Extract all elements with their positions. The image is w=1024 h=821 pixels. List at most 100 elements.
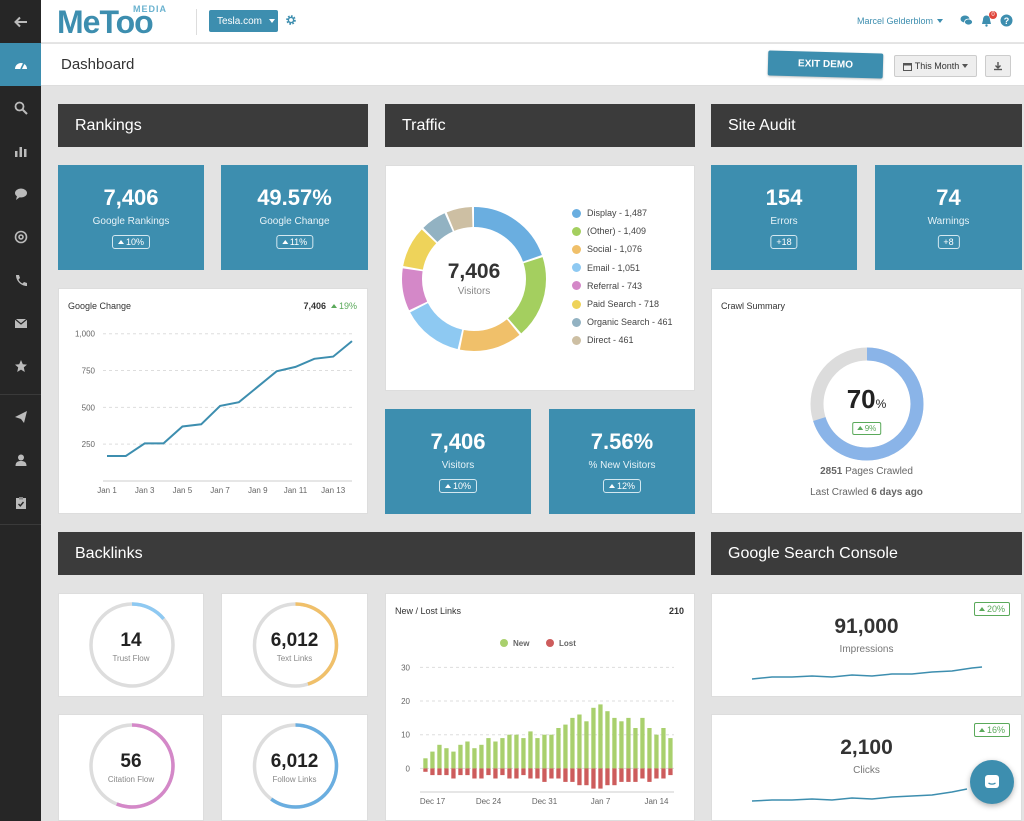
bar-lost[interactable] (640, 768, 645, 779)
bar-new[interactable] (437, 744, 442, 769)
bar-lost[interactable] (626, 768, 631, 782)
phone-icon[interactable] (0, 258, 41, 301)
bar-new[interactable] (647, 728, 652, 769)
bar-lost[interactable] (591, 768, 596, 789)
bar-lost[interactable] (465, 768, 470, 776)
legend-item[interactable]: Email - 1,051 (572, 263, 640, 273)
bar-lost[interactable] (423, 768, 428, 772)
bar-new[interactable] (444, 748, 449, 769)
bar-lost[interactable] (633, 768, 638, 782)
bar-new[interactable] (668, 738, 673, 769)
bar-new[interactable] (528, 731, 533, 769)
bar-lost[interactable] (647, 768, 652, 782)
clipboard-check-icon[interactable] (0, 481, 41, 524)
bar-lost[interactable] (542, 768, 547, 782)
donut-slice[interactable] (402, 207, 546, 351)
bar-new[interactable] (570, 717, 575, 769)
bar-lost[interactable] (598, 768, 603, 789)
star-icon[interactable] (0, 344, 41, 387)
legend-item[interactable]: Display - 1,487 (572, 208, 647, 218)
legend-item[interactable]: Referral - 743 (572, 281, 642, 291)
bar-new[interactable] (423, 758, 428, 769)
bar-new[interactable] (640, 717, 645, 769)
clicks-card[interactable]: 16% 2,100 Clicks (711, 714, 1022, 821)
bar-lost[interactable] (430, 768, 435, 776)
bar-new[interactable] (430, 751, 435, 769)
donut-slice[interactable] (402, 207, 546, 351)
bar-lost[interactable] (661, 768, 666, 779)
bell-icon[interactable] (980, 14, 993, 27)
tile-visitors[interactable]: 7,406 Visitors 10% (385, 409, 531, 514)
bar-new[interactable] (626, 717, 631, 769)
bar-new[interactable] (633, 728, 638, 769)
chat-bubbles-icon[interactable] (960, 14, 973, 27)
bar-lost[interactable] (563, 768, 568, 782)
envelope-icon[interactable] (0, 301, 41, 344)
bar-new[interactable] (458, 744, 463, 769)
bar-lost[interactable] (458, 768, 463, 776)
bar-new[interactable] (619, 721, 624, 769)
bar-lost[interactable] (570, 768, 575, 782)
bar-lost[interactable] (619, 768, 624, 782)
bar-new[interactable] (521, 738, 526, 769)
bar-new[interactable] (451, 751, 456, 769)
legend-item[interactable]: Organic Search - 461 (572, 317, 673, 327)
user-icon[interactable] (0, 438, 41, 481)
bar-new[interactable] (507, 734, 512, 769)
bar-lost[interactable] (584, 768, 589, 786)
legend-item[interactable]: Paid Search - 718 (572, 299, 659, 309)
donut-slice[interactable] (402, 207, 546, 351)
bar-lost[interactable] (507, 768, 512, 779)
bar-new[interactable] (577, 714, 582, 769)
bar-new[interactable] (563, 724, 568, 769)
logo[interactable]: MeToo MEDIA (57, 4, 185, 40)
bar-lost[interactable] (500, 768, 505, 776)
tile-google-rankings[interactable]: 7,406 Google Rankings 10% (58, 165, 204, 270)
bar-new[interactable] (549, 734, 554, 769)
bar-lost[interactable] (521, 768, 526, 776)
bar-new[interactable] (500, 738, 505, 769)
help-icon[interactable]: ? (1000, 14, 1013, 27)
search-icon[interactable] (0, 86, 41, 129)
dashboard-gauge-icon[interactable] (0, 43, 41, 86)
bar-lost[interactable] (668, 768, 673, 776)
bar-lost[interactable] (556, 768, 561, 779)
bar-new[interactable] (465, 741, 470, 769)
bar-chart-icon[interactable] (0, 129, 41, 172)
tile-google-change[interactable]: 49.57% Google Change 11% (221, 165, 368, 270)
donut-slice[interactable] (402, 207, 546, 351)
bar-new[interactable] (598, 704, 603, 769)
bar-new[interactable] (514, 734, 519, 769)
bar-new[interactable] (605, 711, 610, 769)
legend-item[interactable]: Direct - 461 (572, 335, 634, 345)
bar-lost[interactable] (486, 768, 491, 776)
bar-lost[interactable] (514, 768, 519, 779)
speech-bubble-icon[interactable] (0, 172, 41, 215)
tile-errors[interactable]: 154 Errors +18 (711, 165, 857, 270)
citation-flow-card[interactable]: 56 Citation Flow (58, 714, 204, 821)
bar-lost[interactable] (528, 768, 533, 779)
bar-lost[interactable] (577, 768, 582, 786)
bar-lost[interactable] (479, 768, 484, 779)
at-sign-icon[interactable] (0, 215, 41, 258)
date-range-button[interactable]: This Month (894, 55, 977, 77)
exit-demo-button[interactable]: EXIT DEMO (767, 50, 884, 79)
back-arrow-icon[interactable] (0, 0, 41, 43)
trust-flow-card[interactable]: 14 Trust Flow (58, 593, 204, 697)
bar-new[interactable] (542, 734, 547, 769)
bar-new[interactable] (584, 721, 589, 769)
bar-lost[interactable] (493, 768, 498, 779)
bar-new[interactable] (661, 728, 666, 769)
chat-launcher-button[interactable] (970, 760, 1014, 804)
bar-lost[interactable] (444, 768, 449, 776)
bar-new[interactable] (493, 741, 498, 769)
bar-lost[interactable] (535, 768, 540, 779)
bar-lost[interactable] (472, 768, 477, 779)
text-links-card[interactable]: 6,012 Text Links (221, 593, 368, 697)
download-button[interactable] (985, 55, 1011, 77)
bar-new[interactable] (479, 744, 484, 769)
bar-lost[interactable] (451, 768, 456, 779)
impressions-card[interactable]: 20% 91,000 Impressions (711, 593, 1022, 697)
bar-new[interactable] (535, 738, 540, 769)
follow-links-card[interactable]: 6,012 Follow Links (221, 714, 368, 821)
